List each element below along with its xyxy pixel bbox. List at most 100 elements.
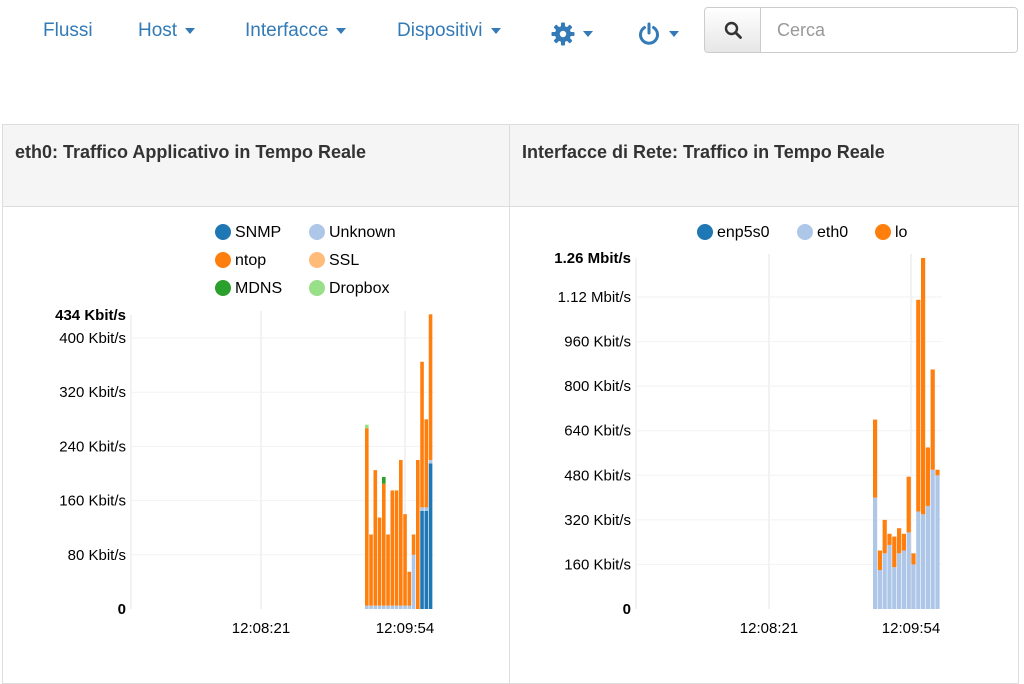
- y-tick-label: 240 Kbit/s: [59, 438, 126, 455]
- bar-snmp: [420, 510, 424, 609]
- bar-lo: [892, 536, 897, 568]
- y-tick-label: 1.12 Mbit/s: [558, 289, 631, 306]
- y-tick-label: 0: [623, 601, 631, 618]
- bar-unknown: [399, 605, 403, 609]
- nav-settings-dropdown[interactable]: [551, 22, 593, 46]
- x-tick-label: 12:08:21: [232, 620, 290, 637]
- bar-ntop: [407, 571, 412, 606]
- y-tick-label: 0: [118, 601, 126, 618]
- bar-eth0: [892, 567, 897, 609]
- bar-snmp: [424, 510, 429, 609]
- y-tick-label: 480 Kbit/s: [564, 467, 631, 484]
- bar-lo: [930, 369, 935, 470]
- nav-interfacce-dropdown[interactable]: Interfacce: [245, 20, 347, 42]
- bar-unknown: [390, 605, 395, 609]
- interfaces-traffic-panel: Interfacce di Rete: Traffico in Tempo Re…: [509, 124, 1019, 684]
- bar-ntop: [382, 483, 386, 606]
- bar-lo: [901, 533, 906, 551]
- bar-ntop: [399, 459, 403, 606]
- app-traffic-panel-body: 434 Kbit/s 0 80 Kbit/s 160 Kbit/s 240 Kbit/s…: [3, 207, 509, 683]
- caret-down-icon: [669, 31, 679, 37]
- bar-eth0: [921, 514, 926, 609]
- bar-mdns: [382, 476, 386, 484]
- bar-snmp: [428, 463, 433, 609]
- bar-ntop: [386, 534, 390, 606]
- y-tick-label: 160 Kbit/s: [564, 556, 631, 573]
- bar-eth0: [882, 553, 887, 609]
- y-tick-label: 320 Kbit/s: [564, 512, 631, 529]
- bar-eth0: [901, 550, 906, 609]
- x-tick-label: 12:09:54: [376, 620, 434, 637]
- nav-host-label: Host: [138, 20, 178, 41]
- legend-label-unknown: Unknown: [329, 224, 396, 241]
- legend-label-lo: lo: [895, 224, 908, 241]
- y-tick-label: 960 Kbit/s: [564, 334, 631, 351]
- bar-unknown: [420, 507, 424, 511]
- legend-swatch-snmp: [215, 224, 231, 240]
- bar-unknown: [424, 507, 429, 511]
- caret-down-icon: [490, 28, 501, 34]
- search-group: [704, 7, 1018, 53]
- gear-icon: [551, 22, 575, 46]
- bar-lo: [877, 550, 882, 570]
- x-tick-label: 12:08:21: [740, 620, 798, 637]
- y-tick-label: 320 Kbit/s: [59, 384, 126, 401]
- bar-eth0: [930, 469, 935, 609]
- bar-lo: [882, 519, 887, 554]
- legend-label-enp5s0: enp5s0: [717, 224, 770, 241]
- bar-ntop: [428, 314, 433, 460]
- bar-ntop: [424, 419, 429, 508]
- caret-down-icon: [336, 28, 347, 34]
- bar-ntop: [416, 459, 420, 609]
- app-traffic-chart: 434 Kbit/s 0 80 Kbit/s 160 Kbit/s 240 Kbit/s…: [55, 224, 435, 637]
- legend-label-mdns: MDNS: [235, 280, 282, 297]
- bar-unknown: [382, 605, 386, 609]
- y-tick-label: 400 Kbit/s: [59, 330, 126, 347]
- bar-unknown: [369, 605, 373, 609]
- legend-swatch-ssl: [309, 252, 325, 268]
- legend-swatch-dropbox: [309, 280, 325, 296]
- search-input[interactable]: [761, 8, 1017, 52]
- legend-label-snmp: SNMP: [235, 224, 281, 241]
- navbar: Flussi Host Interfacce Dispositivi: [0, 0, 1024, 70]
- nav-host-dropdown[interactable]: Host: [138, 20, 196, 42]
- search-button[interactable]: [705, 8, 761, 52]
- bar-eth0: [873, 497, 878, 609]
- legend-swatch-mdns: [215, 280, 231, 296]
- y-tick-label: 160 Kbit/s: [59, 493, 126, 510]
- legend-label-dropbox: Dropbox: [329, 280, 389, 297]
- bar-ntop: [403, 514, 407, 606]
- bar-unknown: [428, 459, 433, 464]
- y-tick-label: 800 Kbit/s: [564, 378, 631, 395]
- nav-dispositivi-label: Dispositivi: [397, 20, 483, 41]
- x-tick-label: 12:09:54: [882, 620, 940, 637]
- bar-lo: [935, 469, 940, 476]
- legend-swatch-unknown: [309, 224, 325, 240]
- interfaces-traffic-panel-title: Interfacce di Rete: Traffico in Tempo Re…: [510, 125, 1018, 207]
- y-max-label: 434 Kbit/s: [55, 307, 126, 324]
- interfaces-traffic-chart: 1.26 Mbit/s 0 160 Kbit/s 320 Kbit/s 480 Kbit…: [554, 224, 942, 637]
- nav-flussi[interactable]: Flussi: [43, 20, 93, 42]
- bar-ntop: [369, 534, 373, 606]
- bar-eth0: [911, 564, 916, 609]
- bar-unknown: [386, 605, 390, 609]
- nav-power-dropdown[interactable]: [637, 22, 679, 46]
- caret-down-icon: [185, 28, 196, 34]
- bar-eth0: [897, 553, 902, 609]
- bar-unknown: [373, 605, 378, 609]
- bar-lo: [906, 476, 911, 533]
- interfaces-traffic-panel-body: 1.26 Mbit/s 0 160 Kbit/s 320 Kbit/s 480 Kbit…: [510, 207, 1018, 683]
- legend-swatch-enp5s0: [697, 224, 713, 240]
- bar-unknown: [377, 605, 382, 609]
- bar-lo: [911, 553, 916, 565]
- bar-unknown: [394, 605, 399, 609]
- nav-dispositivi-dropdown[interactable]: Dispositivi: [397, 20, 501, 42]
- legend-swatch-eth0: [797, 224, 813, 240]
- bar-ntop: [390, 490, 395, 606]
- bar-eth0: [906, 532, 911, 609]
- bar-ntop: [411, 534, 416, 555]
- bar-lo: [873, 419, 878, 498]
- bar-ntop: [373, 470, 378, 606]
- caret-down-icon: [583, 31, 593, 37]
- bar-lo: [887, 533, 892, 545]
